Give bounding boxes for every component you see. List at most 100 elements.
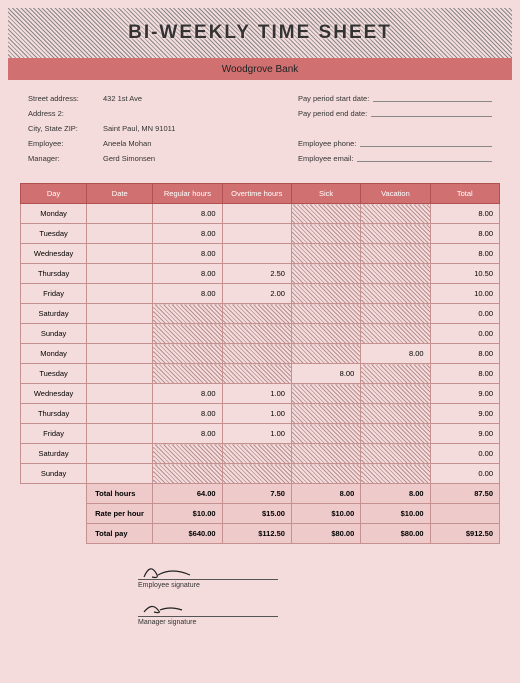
city-val: Saint Paul, MN 91011	[103, 124, 298, 133]
cell	[361, 304, 430, 324]
rate-label: Rate per hour	[87, 504, 153, 524]
cell: 8.00	[153, 384, 222, 404]
cell	[291, 264, 360, 284]
th-date: Date	[87, 184, 153, 204]
cell	[291, 384, 360, 404]
cell: Tuesday	[21, 364, 87, 384]
cell: 0.00	[430, 444, 499, 464]
th-total: Total	[430, 184, 499, 204]
rate-ot: $15.00	[222, 504, 291, 524]
cell	[222, 444, 291, 464]
cell: 8.00	[153, 404, 222, 424]
addr2-label: Address 2:	[28, 109, 103, 118]
manager-sig-line	[138, 599, 278, 617]
pay-ot: $112.50	[222, 524, 291, 544]
th-regular: Regular hours	[153, 184, 222, 204]
cell	[222, 204, 291, 224]
cell	[291, 324, 360, 344]
manager-val: Gerd Simonsen	[103, 154, 298, 163]
employee-val: Aneela Mohan	[103, 139, 298, 148]
cell: Thursday	[21, 404, 87, 424]
cell	[87, 364, 153, 384]
rate-tot	[430, 504, 499, 524]
cell	[291, 244, 360, 264]
cell	[222, 364, 291, 384]
period-start-line	[373, 95, 492, 102]
cell: 1.00	[222, 424, 291, 444]
total-hours-sick: 8.00	[291, 484, 360, 504]
cell: 0.00	[430, 324, 499, 344]
cell: Saturday	[21, 304, 87, 324]
city-label: City, State ZIP:	[28, 124, 103, 133]
cell	[153, 444, 222, 464]
cell: Sunday	[21, 464, 87, 484]
page-title: BI-WEEKLY TIME SHEET	[128, 22, 392, 44]
company-bar: Woodgrove Bank	[8, 58, 512, 80]
manager-label: Manager:	[28, 154, 103, 163]
emp-email-line	[357, 155, 492, 162]
cell	[291, 304, 360, 324]
cell	[361, 324, 430, 344]
company-name: Woodgrove Bank	[222, 64, 299, 75]
cell	[291, 404, 360, 424]
cell	[87, 464, 153, 484]
cell	[361, 364, 430, 384]
manager-sig-icon	[142, 598, 202, 618]
title-bar: BI-WEEKLY TIME SHEET	[8, 8, 512, 58]
employee-sig-icon	[142, 561, 202, 581]
period-end-label: Pay period end date:	[298, 109, 367, 118]
timesheet-table: Day Date Regular hours Overtime hours Si…	[20, 183, 500, 544]
pay-tot: $912.50	[430, 524, 499, 544]
info-block: Street address:432 1st Ave Pay period st…	[8, 80, 512, 179]
cell: Friday	[21, 424, 87, 444]
cell: 2.00	[222, 284, 291, 304]
cell	[222, 244, 291, 264]
cell: Monday	[21, 204, 87, 224]
cell: 2.50	[222, 264, 291, 284]
cell: 8.00	[153, 204, 222, 224]
cell	[87, 204, 153, 224]
cell: 1.00	[222, 404, 291, 424]
cell	[222, 464, 291, 484]
emp-email-label: Employee email:	[298, 154, 353, 163]
cell	[87, 224, 153, 244]
cell	[222, 324, 291, 344]
cell	[291, 284, 360, 304]
cell	[361, 224, 430, 244]
cell: 8.00	[153, 424, 222, 444]
rate-vac: $10.00	[361, 504, 430, 524]
cell	[87, 284, 153, 304]
cell: 8.00	[430, 244, 499, 264]
cell	[87, 324, 153, 344]
cell: 9.00	[430, 404, 499, 424]
cell: Wednesday	[21, 244, 87, 264]
th-day: Day	[21, 184, 87, 204]
cell	[87, 404, 153, 424]
cell: 8.00	[153, 244, 222, 264]
cell	[222, 304, 291, 324]
cell	[153, 324, 222, 344]
cell	[153, 304, 222, 324]
th-overtime: Overtime hours	[222, 184, 291, 204]
period-end-line	[371, 110, 492, 117]
cell	[291, 204, 360, 224]
cell: 10.00	[430, 284, 499, 304]
cell: 8.00	[430, 344, 499, 364]
cell: 9.00	[430, 384, 499, 404]
th-sick: Sick	[291, 184, 360, 204]
cell	[361, 404, 430, 424]
cell: Monday	[21, 344, 87, 364]
employee-sig-line	[138, 562, 278, 580]
cell: 8.00	[430, 364, 499, 384]
cell	[222, 224, 291, 244]
cell: Thursday	[21, 264, 87, 284]
cell	[361, 424, 430, 444]
pay-label: Total pay	[87, 524, 153, 544]
cell	[87, 304, 153, 324]
cell	[291, 444, 360, 464]
cell	[291, 464, 360, 484]
employee-sig-label: Employee signature	[138, 582, 512, 589]
rate-reg: $10.00	[153, 504, 222, 524]
cell: 10.50	[430, 264, 499, 284]
cell: Tuesday	[21, 224, 87, 244]
